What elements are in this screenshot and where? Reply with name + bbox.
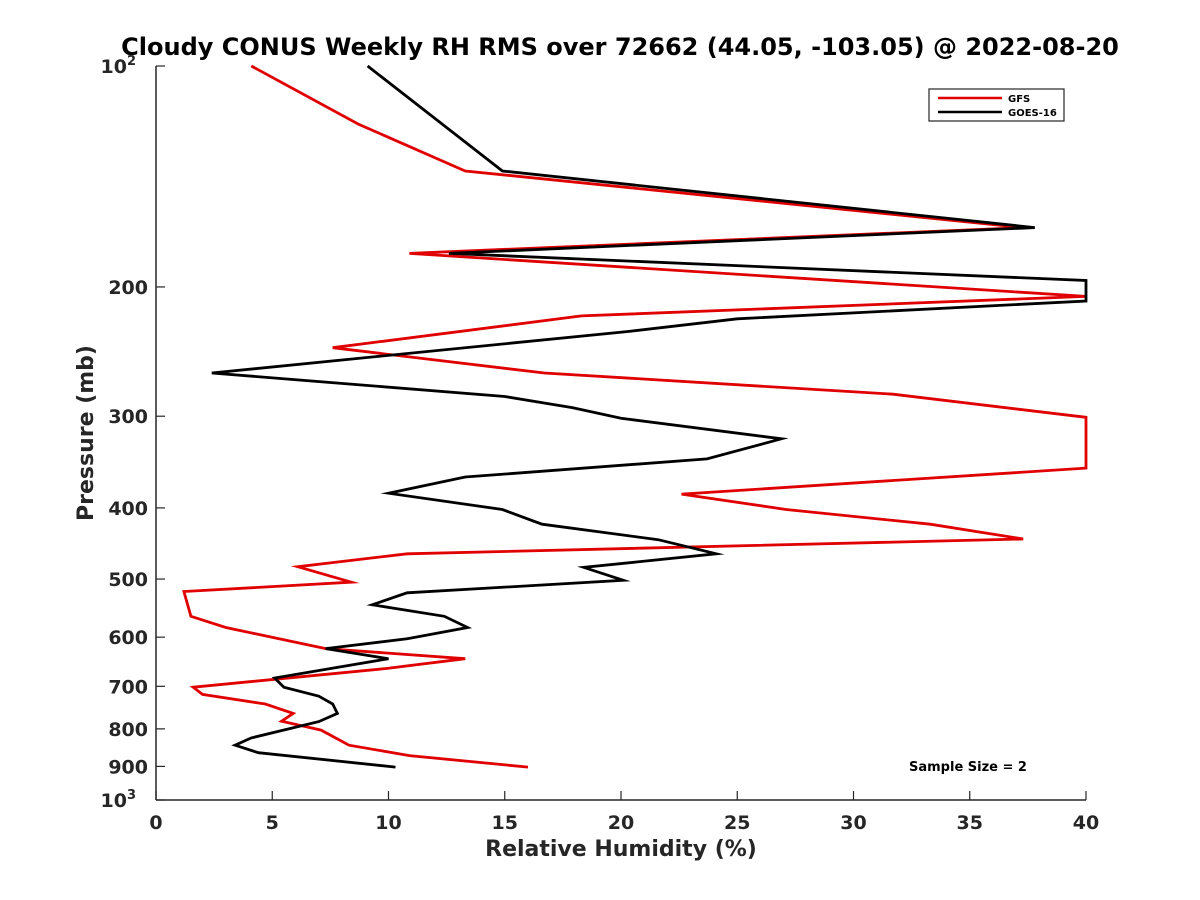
x-tick-label: 5	[266, 812, 279, 834]
y-tick-base: 10	[101, 56, 127, 78]
x-tick-label: 35	[957, 812, 983, 834]
x-tick-label: 25	[724, 812, 750, 834]
x-axis-label: Relative Humidity (%)	[485, 837, 757, 862]
y-tick-label: 500	[108, 569, 148, 591]
legend-label: GFS	[1008, 94, 1030, 105]
y-tick-label: 900	[108, 756, 148, 778]
y-tick-exponent: 3	[127, 788, 136, 803]
x-tick-label: 15	[492, 812, 518, 834]
x-tick-label: 40	[1073, 812, 1099, 834]
x-axis-ticks: 0 5 10 15 20 25 30 35 40	[149, 791, 1099, 834]
legend-label: GOES-16	[1008, 108, 1057, 119]
y-tick-label: 400	[108, 498, 148, 520]
series-layer	[182, 64, 1088, 769]
x-tick-label: 10	[375, 812, 401, 834]
y-tick-label-power: 103	[101, 788, 137, 812]
series-line-gfs	[182, 64, 1088, 769]
y-tick-label: 200	[108, 277, 148, 299]
legend: GFS GOES-16	[928, 88, 1065, 122]
y-tick-exponent: 2	[127, 54, 136, 69]
y-tick-label: 600	[108, 627, 148, 649]
y-axis-label: Pressure (mb)	[74, 345, 99, 521]
sample-size-annotation: Sample Size = 2	[909, 760, 1027, 775]
y-tick-label: 700	[108, 676, 148, 698]
y-tick-label: 800	[108, 719, 148, 741]
y-tick-label-power: 102	[101, 54, 137, 78]
chart-title: Cloudy CONUS Weekly RH RMS over 72662 (4…	[121, 33, 1119, 61]
y-tick-label: 300	[108, 406, 148, 428]
x-tick-label: 20	[608, 812, 634, 834]
x-tick-label: 0	[149, 812, 162, 834]
x-tick-label: 30	[840, 812, 866, 834]
legend-box	[928, 88, 1065, 122]
y-tick-base: 10	[101, 790, 127, 812]
series-line-goes-16	[211, 64, 1088, 769]
